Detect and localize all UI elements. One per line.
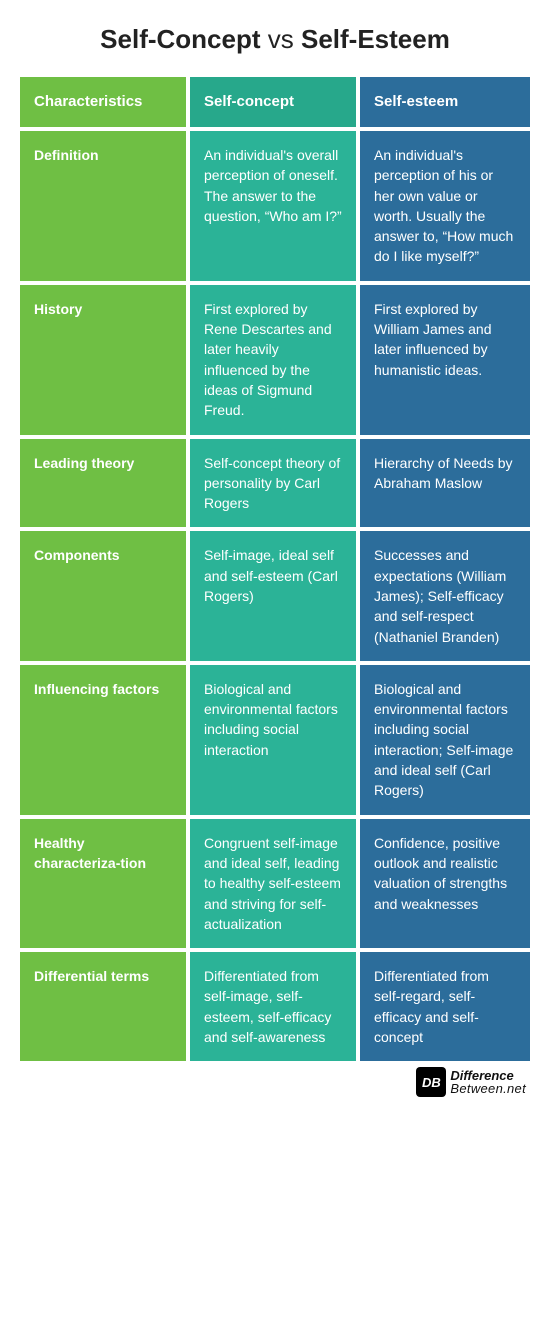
- row-self-esteem: Successes and expectations (William Jame…: [360, 531, 530, 664]
- row-self-esteem: First explored by William James and late…: [360, 285, 530, 439]
- row-self-concept: Self-image, ideal self and self-esteem (…: [190, 531, 360, 664]
- row-self-concept: Self-concept theory of personality by Ca…: [190, 439, 360, 532]
- table-row: Influencing factors Biological and envir…: [20, 665, 530, 819]
- row-self-esteem: Hierarchy of Needs by Abraham Maslow: [360, 439, 530, 532]
- header-self-esteem: Self-esteem: [360, 77, 530, 131]
- brand-bottom: Between.net: [450, 1082, 526, 1095]
- table-row: Differential terms Differentiated from s…: [20, 952, 530, 1065]
- brand-badge-icon: DB: [416, 1067, 446, 1097]
- table-row: Definition An individual's overall perce…: [20, 131, 530, 285]
- table-row: Components Self-image, ideal self and se…: [20, 531, 530, 664]
- table-row: Healthy characteriza‐tion Congruent self…: [20, 819, 530, 952]
- row-label: History: [20, 285, 190, 439]
- row-self-concept: Congruent self-image and ideal self, lea…: [190, 819, 360, 952]
- row-self-esteem: Differentiated from self-regard, self-ef…: [360, 952, 530, 1065]
- row-label: Differential terms: [20, 952, 190, 1065]
- title-vs: vs: [268, 24, 294, 54]
- table-row: History First explored by Rene Descartes…: [20, 285, 530, 439]
- row-label: Healthy characteriza‐tion: [20, 819, 190, 952]
- brand-logo: DB Difference Between.net: [416, 1067, 526, 1097]
- page-title: Self-Concept vs Self-Esteem: [20, 24, 530, 55]
- row-label: Components: [20, 531, 190, 664]
- page: Self-Concept vs Self-Esteem Characterist…: [0, 0, 550, 1121]
- row-self-concept: Biological and environmental factors inc…: [190, 665, 360, 819]
- row-self-esteem: Biological and environmental factors inc…: [360, 665, 530, 819]
- header-characteristics: Characteristics: [20, 77, 190, 131]
- row-label: Definition: [20, 131, 190, 285]
- row-label: Influencing factors: [20, 665, 190, 819]
- title-right: Self-Esteem: [301, 24, 450, 54]
- table-header-row: Characteristics Self-concept Self-esteem: [20, 77, 530, 131]
- row-label: Leading theory: [20, 439, 190, 532]
- row-self-concept: Differentiated from self-image, self-est…: [190, 952, 360, 1065]
- row-self-esteem: Confidence, positive outlook and realist…: [360, 819, 530, 952]
- header-self-concept: Self-concept: [190, 77, 360, 131]
- table-row: Leading theory Self-concept theory of pe…: [20, 439, 530, 532]
- title-left: Self-Concept: [100, 24, 260, 54]
- brand-text: Difference Between.net: [450, 1069, 526, 1095]
- row-self-concept: An individual's overall perception of on…: [190, 131, 360, 285]
- footer: DB Difference Between.net: [20, 1065, 530, 1101]
- comparison-table: Characteristics Self-concept Self-esteem…: [20, 77, 530, 1065]
- row-self-concept: First explored by Rene Descartes and lat…: [190, 285, 360, 439]
- row-self-esteem: An individual's perception of his or her…: [360, 131, 530, 285]
